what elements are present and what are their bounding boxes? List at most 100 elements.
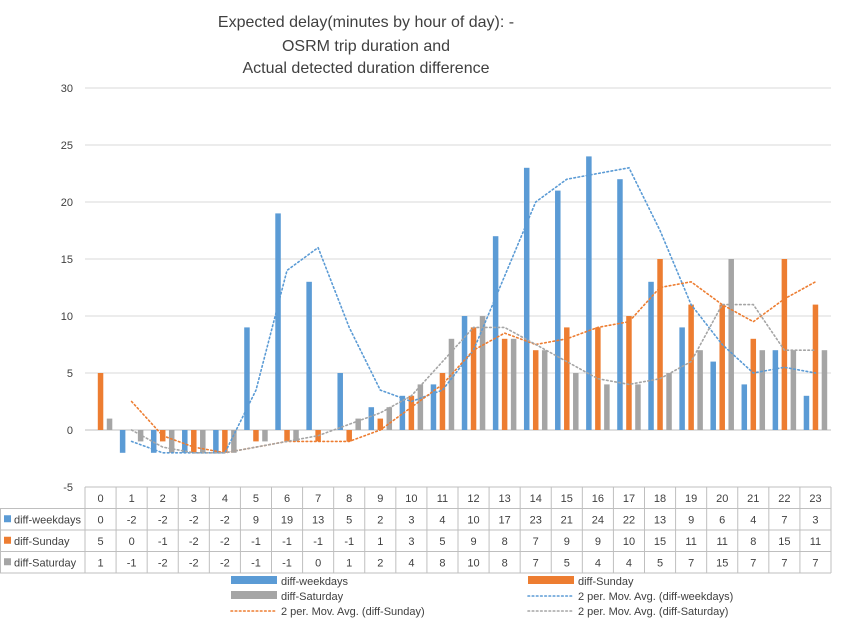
bar-diff-Saturday-8 — [355, 418, 361, 430]
bar-diff-weekdays-8 — [337, 373, 343, 430]
bar-diff-Saturday-22 — [790, 350, 797, 430]
table-cell: 7 — [781, 514, 787, 526]
bar-diff-weekdays-19 — [679, 327, 685, 430]
table-cell: -1 — [251, 557, 261, 569]
bar-diff-weekdays-20 — [710, 361, 716, 430]
bar-diff-Saturday-3 — [200, 430, 206, 453]
bar-diff-Saturday-21 — [759, 350, 766, 430]
bar-diff-Saturday-19 — [697, 350, 703, 430]
bar-diff-Sunday-21 — [750, 338, 757, 430]
table-cell: -2 — [189, 536, 199, 548]
bar-diff-Sunday-14 — [532, 350, 539, 430]
table-cell: -1 — [313, 536, 323, 548]
table-legend-key-diff-weekdays — [4, 515, 11, 523]
bar-diff-Saturday-2 — [168, 430, 175, 453]
table-cell: 7 — [688, 557, 694, 569]
table-header-15: 15 — [561, 493, 573, 505]
table-row-label-diff-Sunday: diff-Sunday — [14, 536, 70, 548]
table-cell: 7 — [781, 557, 787, 569]
bar-diff-Sunday-22 — [781, 259, 788, 430]
bar-diff-weekdays-6 — [275, 213, 281, 430]
y-tick-label: 25 — [61, 140, 73, 152]
table-cell: 19 — [281, 514, 293, 526]
table-header-0: 0 — [97, 493, 103, 505]
table-header-8: 8 — [346, 493, 352, 505]
table-cell: 2 — [377, 514, 383, 526]
table-cell: 13 — [312, 514, 324, 526]
bar-diff-Saturday-9 — [386, 407, 393, 430]
table-header-20: 20 — [716, 493, 728, 505]
bar-diff-Sunday-17 — [626, 316, 632, 430]
table-cell: 23 — [530, 514, 542, 526]
bar-diff-weekdays-1 — [119, 430, 126, 453]
table-cell: 5 — [346, 514, 352, 526]
table-cell: 15 — [716, 557, 728, 569]
bar-diff-Sunday-15 — [564, 327, 570, 430]
table-cell: -1 — [282, 536, 292, 548]
table-cell: 10 — [623, 536, 635, 548]
bar-diff-weekdays-5 — [244, 327, 250, 430]
table-header-1: 1 — [129, 493, 135, 505]
table-header-2: 2 — [160, 493, 166, 505]
table-cell: -1 — [127, 557, 137, 569]
y-axis: -5 0 5 10 15 20 25 30 — [61, 83, 73, 494]
bar-diff-Sunday-12 — [470, 327, 477, 430]
table-cell: 11 — [716, 536, 727, 548]
table-cell: 4 — [408, 557, 414, 569]
chart-title-line-1: Expected delay(minutes by hour of day): … — [218, 14, 514, 31]
bar-diff-Saturday-17 — [635, 384, 641, 430]
table-cell: 17 — [499, 514, 511, 526]
bar-diff-Saturday-10 — [417, 384, 424, 430]
y-tick-label: 20 — [61, 197, 73, 209]
bars — [97, 156, 828, 453]
bar-diff-Sunday-5 — [253, 430, 259, 442]
bar-diff-weekdays-10 — [399, 395, 406, 430]
table-cell: 3 — [812, 514, 818, 526]
bar-diff-Sunday-20 — [719, 304, 725, 430]
table-cell: 4 — [439, 514, 445, 526]
table-header-3: 3 — [191, 493, 197, 505]
bar-diff-Sunday-23 — [812, 304, 819, 430]
table-header-10: 10 — [405, 493, 417, 505]
y-tick-label: 30 — [61, 83, 73, 95]
y-tick-label: 10 — [61, 311, 73, 323]
y-tick-label: -5 — [63, 482, 73, 494]
table-cell: 10 — [467, 514, 479, 526]
legend-weekdays-label: diff-weekdays — [281, 576, 349, 588]
bar-diff-weekdays-18 — [648, 281, 654, 430]
legend-mavg-sunday-label: 2 per. Mov. Avg. (diff-Sunday) — [281, 606, 425, 618]
bar-diff-Saturday-23 — [821, 350, 828, 430]
table-header-11: 11 — [437, 493, 448, 505]
bar-diff-Sunday-3 — [191, 430, 197, 453]
table-cell: 22 — [623, 514, 635, 526]
trendline-diff-Saturday — [130, 303, 817, 454]
table-header-13: 13 — [499, 493, 511, 505]
legend-mavg-saturday-label: 2 per. Mov. Avg. (diff-Saturday) — [578, 606, 728, 618]
table-cell: 9 — [564, 536, 570, 548]
bar-diff-Sunday-6 — [284, 430, 290, 442]
table-header-22: 22 — [778, 493, 790, 505]
bar-diff-Sunday-10 — [408, 395, 415, 430]
table-cell: 9 — [470, 536, 476, 548]
table-cell: 21 — [561, 514, 573, 526]
table-cell: 15 — [778, 536, 790, 548]
table-cell: -2 — [189, 557, 199, 569]
table-legend-key-diff-Sunday — [4, 536, 11, 544]
chart-title-line-2: OSRM trip duration and — [282, 38, 450, 55]
bar-diff-Saturday-6 — [293, 430, 299, 442]
bar-diff-weekdays-11 — [430, 384, 437, 430]
gridlines — [85, 87, 831, 488]
table-cell: 0 — [315, 557, 321, 569]
legend-saturday-key — [231, 591, 277, 599]
table-cell: -1 — [344, 536, 354, 548]
table-cell: 8 — [439, 557, 445, 569]
table-cell: 7 — [750, 557, 756, 569]
bar-diff-Saturday-5 — [262, 430, 268, 442]
bar-diff-weekdays-4 — [213, 430, 219, 453]
table-cell: 3 — [408, 536, 414, 548]
table-header-17: 17 — [623, 493, 635, 505]
table-cell: -1 — [251, 536, 261, 548]
table-cell: -1 — [282, 557, 292, 569]
bar-diff-Sunday-19 — [688, 304, 694, 430]
table-cell: 15 — [654, 536, 666, 548]
